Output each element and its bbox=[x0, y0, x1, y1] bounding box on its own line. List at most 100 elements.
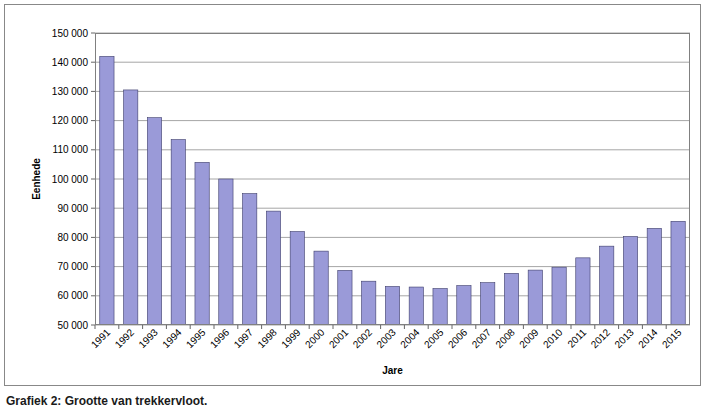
bar bbox=[147, 118, 161, 325]
y-tick-label: 140 000 bbox=[52, 57, 89, 68]
bar bbox=[457, 286, 471, 325]
grid-line bbox=[95, 62, 690, 63]
x-tick bbox=[190, 325, 191, 329]
x-tick-label: 2002 bbox=[351, 326, 375, 350]
plot-frame bbox=[96, 34, 690, 325]
bar bbox=[195, 162, 209, 325]
x-tick-label: 1991 bbox=[89, 326, 113, 350]
x-tick-label: 2011 bbox=[565, 326, 588, 349]
bar bbox=[623, 237, 637, 325]
y-tick bbox=[91, 325, 95, 326]
x-tick-label: 2010 bbox=[541, 326, 565, 350]
x-tick bbox=[166, 325, 167, 329]
grid-line bbox=[95, 120, 690, 121]
bar bbox=[171, 140, 185, 325]
x-tick-label: 1999 bbox=[279, 326, 303, 350]
chart-svg: 50 00060 00070 00080 00090 000100 000110… bbox=[0, 0, 708, 419]
bar bbox=[433, 289, 447, 326]
x-tick-label: 2009 bbox=[517, 326, 541, 350]
bars bbox=[100, 56, 685, 325]
bar bbox=[362, 281, 376, 325]
x-tick bbox=[618, 325, 619, 329]
x-tick bbox=[142, 325, 143, 329]
x-tick bbox=[237, 325, 238, 329]
y-tick-label: 150 000 bbox=[52, 28, 89, 39]
y-tick bbox=[91, 179, 95, 180]
x-tick-label: 2008 bbox=[493, 326, 517, 350]
bar bbox=[647, 228, 661, 325]
bar bbox=[481, 283, 495, 325]
y-tick-label: 120 000 bbox=[52, 115, 89, 126]
y-tick bbox=[91, 149, 95, 150]
y-tick-label: 100 000 bbox=[52, 174, 89, 185]
bar bbox=[124, 90, 138, 325]
x-tick bbox=[404, 325, 405, 329]
x-tick bbox=[309, 325, 310, 329]
bar bbox=[266, 211, 280, 325]
x-tick bbox=[356, 325, 357, 329]
y-tick-label: 70 000 bbox=[57, 261, 88, 272]
y-axis-title: Eenhede bbox=[31, 158, 42, 200]
chart-title: Grafiek 2: Grootte van trekkervloot. bbox=[6, 394, 207, 408]
x-tick-label: 2015 bbox=[660, 326, 684, 350]
x-tick bbox=[499, 325, 500, 329]
x-tick-label: 2001 bbox=[327, 326, 351, 350]
bar bbox=[576, 258, 590, 325]
bar bbox=[100, 56, 114, 325]
x-tick-label: 1993 bbox=[136, 326, 160, 350]
x-tick-label: 2004 bbox=[398, 326, 422, 350]
x-tick bbox=[118, 325, 119, 329]
x-tick bbox=[380, 325, 381, 329]
bar bbox=[219, 179, 233, 325]
x-tick bbox=[475, 325, 476, 329]
bar bbox=[671, 221, 685, 325]
x-tick-label: 2014 bbox=[636, 326, 660, 350]
x-tick-label: 2003 bbox=[374, 326, 398, 350]
plot-area bbox=[95, 33, 690, 325]
bar bbox=[385, 286, 399, 325]
y-tick-label: 50 000 bbox=[57, 320, 88, 331]
x-tick-label: 2005 bbox=[422, 326, 446, 350]
x-tick-label: 1997 bbox=[232, 326, 256, 350]
x-tick-label: 2012 bbox=[589, 326, 613, 350]
y-tick bbox=[91, 33, 95, 34]
x-tick bbox=[666, 325, 667, 329]
bar bbox=[290, 232, 304, 325]
x-axis-title: Jare bbox=[382, 365, 403, 376]
y-tick-label: 80 000 bbox=[57, 232, 88, 243]
y-tick bbox=[91, 237, 95, 238]
y-tick bbox=[91, 295, 95, 296]
x-tick bbox=[285, 325, 286, 329]
x-tick bbox=[95, 325, 96, 329]
y-tick-label: 60 000 bbox=[57, 290, 88, 301]
bar bbox=[528, 270, 542, 325]
y-tick bbox=[91, 208, 95, 209]
x-tick bbox=[452, 325, 453, 329]
x-tick bbox=[523, 325, 524, 329]
bar bbox=[409, 287, 423, 325]
x-tick-label: 1995 bbox=[184, 326, 208, 350]
x-tick bbox=[547, 325, 548, 329]
x-tick-label: 2013 bbox=[612, 326, 636, 350]
y-tick bbox=[91, 120, 95, 121]
x-tick bbox=[333, 325, 334, 329]
x-tick-label: 1992 bbox=[113, 326, 137, 350]
x-tick bbox=[594, 325, 595, 329]
chart-frame bbox=[5, 5, 701, 386]
x-tick bbox=[214, 325, 215, 329]
x-tick bbox=[571, 325, 572, 329]
bar bbox=[552, 267, 566, 325]
x-tick-label: 1996 bbox=[208, 326, 232, 350]
x-tick-label: 2000 bbox=[303, 326, 327, 350]
bar bbox=[243, 194, 257, 325]
y-tick bbox=[91, 62, 95, 63]
x-tick bbox=[642, 325, 643, 329]
bar bbox=[338, 270, 352, 325]
grid-line bbox=[95, 91, 690, 92]
bar bbox=[504, 273, 518, 325]
x-tick bbox=[261, 325, 262, 329]
x-tick-label: 1994 bbox=[160, 326, 184, 350]
y-tick bbox=[91, 266, 95, 267]
y-tick-label: 110 000 bbox=[53, 144, 89, 155]
bar bbox=[600, 246, 614, 325]
